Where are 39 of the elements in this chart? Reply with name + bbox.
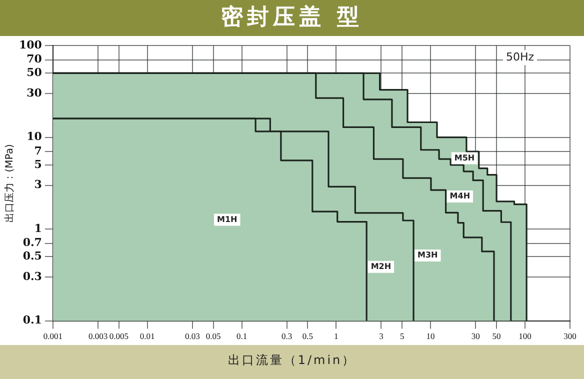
chart-title: 密封压盖 型 bbox=[0, 0, 584, 36]
series-label: M1H bbox=[217, 214, 238, 224]
y-tick-label: 0.3 bbox=[22, 270, 42, 283]
x-tick-label: 0.003 bbox=[88, 331, 108, 342]
y-axis-title: 出口压力：(MPa) bbox=[4, 144, 16, 222]
y-tick-label: 70 bbox=[26, 52, 42, 66]
series-label: M4H bbox=[450, 192, 470, 201]
x-tick-label: 0.001 bbox=[43, 331, 63, 342]
y-tick-label: 3 bbox=[34, 178, 42, 192]
series-label: M2H bbox=[370, 262, 392, 271]
x-tick-label: 10 bbox=[426, 331, 435, 342]
y-tick-label: 100 bbox=[18, 38, 42, 52]
x-tick-label: 300 bbox=[564, 331, 576, 342]
y-tick-label: 10 bbox=[26, 130, 42, 144]
x-tick-label: 100 bbox=[518, 331, 532, 342]
y-tick-label: 7 bbox=[34, 144, 42, 158]
y-tick-label: 0.1 bbox=[22, 314, 42, 327]
x-tick-label: 3 bbox=[379, 331, 384, 342]
x-tick-label: 30 bbox=[471, 331, 480, 342]
y-tick-label: 5 bbox=[34, 158, 42, 171]
x-tick-label: 0.1 bbox=[236, 331, 248, 342]
y-tick-label: 1 bbox=[34, 222, 42, 235]
x-tick-label: 0.3 bbox=[281, 331, 292, 342]
x-tick-label: 5 bbox=[400, 331, 404, 342]
y-tick-label: 0.5 bbox=[22, 250, 42, 263]
x-tick-label: 1 bbox=[334, 331, 338, 342]
series-label: M5H bbox=[454, 153, 475, 162]
x-axis-title: 出口流量（1/min） bbox=[0, 345, 584, 379]
series-label: M3H bbox=[418, 250, 438, 260]
x-tick-label: 0.05 bbox=[206, 331, 221, 342]
x-tick-label: 0.03 bbox=[184, 331, 200, 342]
annotation: 50Hz bbox=[506, 50, 534, 64]
y-tick-label: 0.7 bbox=[22, 236, 42, 250]
y-tick-label: 50 bbox=[26, 66, 42, 80]
x-tick-label: 0.5 bbox=[302, 331, 314, 342]
x-tick-label: 0.01 bbox=[140, 331, 155, 342]
y-tick-label: 30 bbox=[26, 86, 42, 100]
x-tick-label: 0.005 bbox=[109, 331, 129, 342]
x-tick-label: 50 bbox=[492, 331, 501, 342]
